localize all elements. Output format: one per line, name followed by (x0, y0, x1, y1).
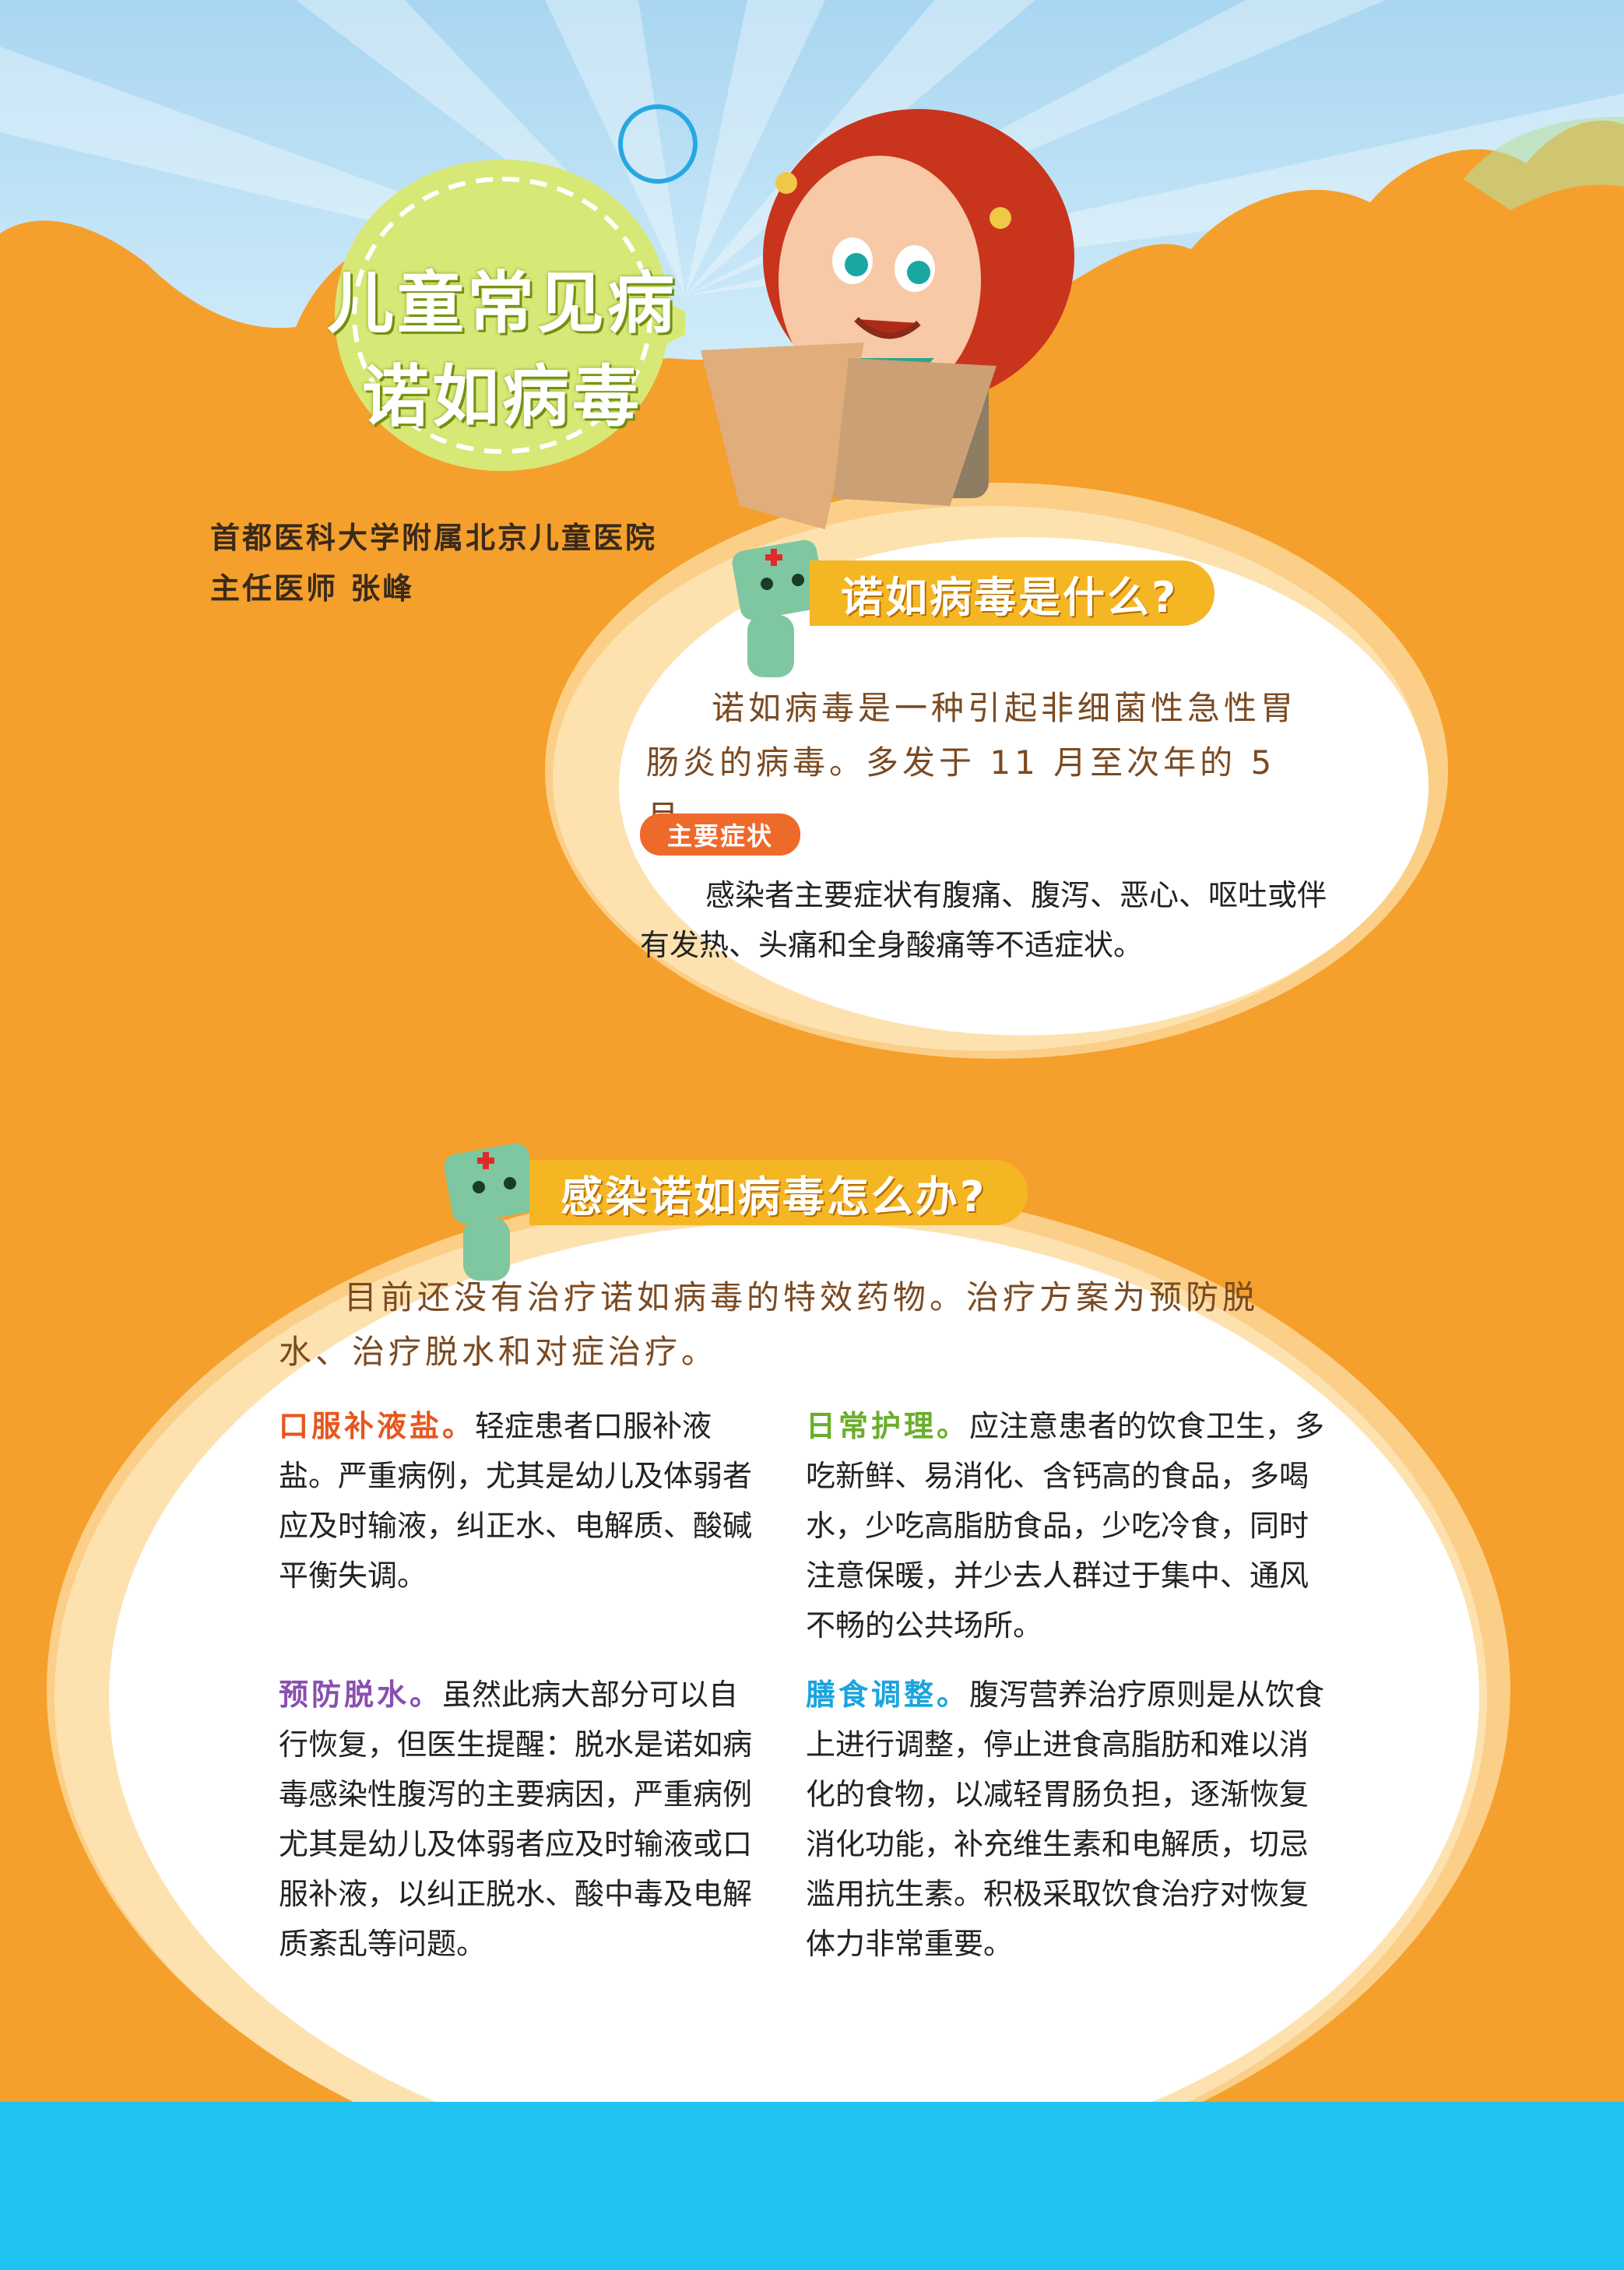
item-text: 虽然此病大部分可以自行恢复，但医生提醒：脱水是诺如病毒感染性腹泻的主要病因，严重… (279, 1678, 753, 1961)
mascot-illustration-2 (444, 1143, 537, 1281)
section-heading-what: 诺如病毒是什么? (810, 560, 1214, 626)
item-text: 腹泻营养治疗原则是从饮食上进行调整，停止进食高脂肪和难以消化的食物，以减轻胃肠负… (806, 1678, 1325, 1961)
item-text: 轻症患者口服补液盐。严重病例，尤其是幼儿及体弱者应及时输液，纠正水、电解质、酸碱… (279, 1409, 753, 1593)
page-title: 儿童常见病 诺如病毒 (319, 257, 685, 444)
section2-intro: 目前还没有治疗诺如病毒的特效药物。治疗方案为预防脱水、治疗脱水和对症治疗。 (279, 1278, 1260, 1371)
item-oral-rehydration: 口服补液盐。轻症患者口服补液盐。严重病例，尤其是幼儿及体弱者应及时输液，纠正水、… (279, 1401, 754, 1601)
item-text: 应注意患者的饮食卫生，多吃新鲜、易消化、含钙高的食品，多喝水，少吃高脂肪食品，少… (806, 1409, 1325, 1643)
section-heading-howto: 感染诺如病毒怎么办? (529, 1160, 1028, 1225)
symptom-text: 感染者主要症状有腹痛、腹泻、恶心、呕吐或伴有发热、头痛和全身酸痛等不适症状。 (640, 878, 1327, 962)
mascot-illustration (732, 539, 825, 677)
item-keyword: 预防脱水。 (279, 1678, 443, 1712)
title-line-1: 儿童常见病 (327, 265, 677, 343)
item-daily-care: 日常护理。应注意患者的饮食卫生，多吃新鲜、易消化、含钙高的食品，多喝水，少吃高脂… (806, 1401, 1335, 1650)
item-diet-adjustment: 膳食调整。腹泻营养治疗原则是从饮食上进行调整，停止进食高脂肪和难以消化的食物，以… (806, 1670, 1335, 1969)
girl-illustration (701, 109, 1074, 529)
author-institution: 首都医科大学附属北京儿童医院 (210, 521, 658, 555)
item-prevent-dehydration: 预防脱水。虽然此病大部分可以自行恢复，但医生提醒：脱水是诺如病毒感染性腹泻的主要… (279, 1670, 754, 1969)
title-line-2: 诺如病毒 (362, 358, 642, 436)
title-badge (335, 160, 685, 471)
item-keyword: 日常护理。 (806, 1409, 970, 1443)
author-role: 主任医师 张峰 (210, 571, 415, 606)
symptom-tag: 主要症状 (640, 813, 800, 856)
item-keyword: 膳食调整。 (806, 1678, 970, 1712)
item-keyword: 口服补液盐。 (279, 1409, 476, 1443)
